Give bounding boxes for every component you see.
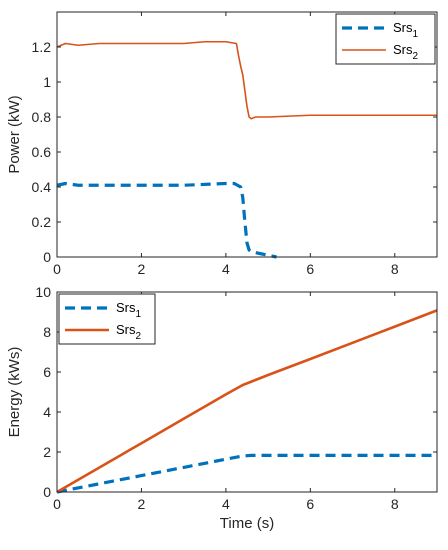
y-tick-label: 0: [43, 249, 51, 265]
axes-box: [56, 11, 438, 258]
y-tick-label: 0: [43, 484, 51, 500]
x-tick-label: 4: [222, 261, 230, 277]
axes-box: [56, 291, 438, 493]
legend-label-srs1: Srs1: [393, 20, 419, 40]
legend-box: [335, 13, 436, 65]
series-line-srs2: [56, 309, 438, 494]
legend-label-subscript: 2: [413, 51, 419, 62]
legend-label-subscript: 1: [413, 29, 419, 40]
x-tick-label: 8: [391, 261, 399, 277]
legend-box: [58, 293, 156, 345]
y-tick-label: 0.6: [32, 144, 52, 160]
y-axis-label: Power (kW): [6, 95, 23, 173]
y-tick-label: 0.4: [32, 179, 52, 195]
legend-label-subscript: 1: [136, 309, 142, 320]
legend-label-base: Srs: [393, 20, 413, 35]
legend-label-srs2: Srs2: [393, 42, 419, 62]
legend-label-subscript: 2: [136, 331, 142, 342]
legend-label-srs2: Srs2: [116, 322, 142, 342]
y-tick-label: 4: [43, 404, 51, 420]
y-tick-label: 10: [35, 284, 51, 300]
y-tick-label: 1: [43, 74, 51, 90]
legend-label-base: Srs: [116, 300, 136, 315]
series-line-srs2: [56, 40, 437, 120]
series-line-srs1: [56, 453, 437, 494]
legend-label-base: Srs: [116, 322, 136, 337]
legend-label-srs1: Srs1: [116, 300, 142, 320]
y-tick-label: 1.2: [32, 39, 52, 55]
y-tick-label: 8: [43, 324, 51, 340]
legend-label-base: Srs: [393, 42, 413, 57]
x-tick-label: 0: [53, 496, 61, 512]
x-tick-label: 2: [138, 261, 146, 277]
x-axis-label: Time (s): [220, 515, 274, 532]
series-line-srs1: [56, 181, 277, 259]
x-tick-label: 2: [138, 496, 146, 512]
y-tick-label: 0.8: [32, 109, 52, 125]
x-tick-label: 6: [306, 261, 314, 277]
x-tick-label: 8: [391, 496, 399, 512]
y-tick-label: 2: [43, 444, 51, 460]
x-tick-label: 0: [53, 261, 61, 277]
y-tick-label: 0.2: [32, 214, 52, 230]
x-tick-label: 4: [222, 496, 230, 512]
y-tick-label: 6: [43, 364, 51, 380]
y-axis-label: Energy (kWs): [6, 347, 23, 438]
x-tick-label: 6: [306, 496, 314, 512]
